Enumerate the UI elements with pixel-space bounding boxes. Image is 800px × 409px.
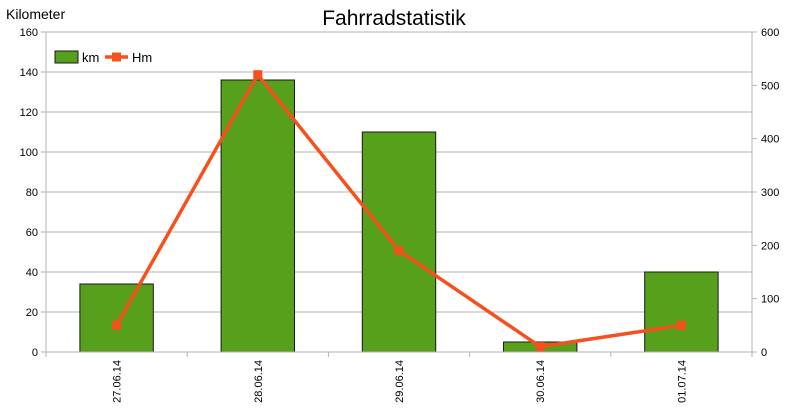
y-tick-label: 80 [26, 187, 38, 199]
y2-tick-label: 400 [761, 134, 779, 146]
bar [220, 79, 296, 353]
bar [79, 283, 154, 353]
line-marker [112, 320, 122, 330]
legend-swatch-km [54, 50, 79, 64]
bar-series [79, 79, 719, 353]
axes: 0 20 40 60 80 100 120 140 160 0 100 200 300 400 500 600… [20, 27, 780, 403]
y2-tick-label: 0 [761, 347, 767, 359]
y-tick-label: 40 [26, 267, 38, 279]
y-tick-label: 100 [20, 147, 38, 159]
y2-tick-label: 300 [761, 187, 779, 199]
category-label: 29.06.14 [394, 360, 406, 403]
category-label: 28.06.14 [253, 360, 265, 403]
category-label: 01.07.14 [676, 360, 688, 403]
line-series [112, 70, 686, 352]
y-tick-label: 120 [20, 107, 38, 119]
line-marker [535, 342, 545, 352]
category-label: 27.06.14 [112, 360, 124, 403]
line-marker [394, 246, 404, 256]
y2-tick-label: 200 [761, 240, 779, 252]
chart-title: Fahrradstatistik [322, 7, 466, 30]
y-tick-label: 160 [20, 27, 38, 39]
legend: km Hm [54, 50, 152, 65]
y-tick-label: 60 [26, 227, 38, 239]
y2-tick-label: 500 [761, 80, 779, 92]
bar [361, 131, 437, 353]
category-label: 30.06.14 [535, 360, 547, 403]
line-marker [253, 70, 263, 80]
y2-tick-label: 600 [761, 27, 779, 39]
y-tick-label: 0 [32, 347, 38, 359]
line-marker [676, 320, 686, 330]
y-axis-title: Kilometer [6, 6, 65, 22]
y-tick-label: 140 [20, 67, 38, 79]
y-tick-label: 20 [26, 307, 38, 319]
bar [644, 271, 719, 353]
legend-label-hm: Hm [132, 50, 152, 65]
y2-tick-label: 100 [761, 294, 779, 306]
legend-marker-hm [112, 52, 121, 62]
legend-label-km: km [82, 50, 99, 65]
